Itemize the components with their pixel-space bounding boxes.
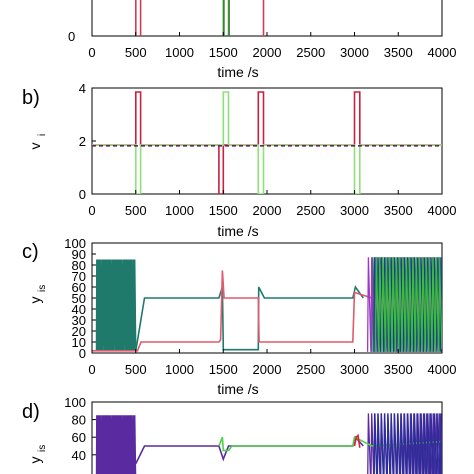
panel-c-ylabel: y is	[27, 285, 48, 304]
series-oscillation	[95, 415, 137, 474]
xtick-label: 1500	[209, 45, 238, 60]
panel-c-label: c)	[22, 241, 39, 263]
xtick-label: 3500	[384, 45, 413, 60]
panel-b-ylabel-sub: i	[37, 134, 48, 136]
series-oscillation	[95, 259, 137, 351]
xtick-label: 2500	[296, 203, 325, 218]
series-line	[92, 91, 442, 194]
xtick-label: 1500	[209, 362, 238, 377]
ytick-label: 70	[72, 269, 86, 284]
xtick-label: 2500	[296, 45, 325, 60]
panel-a-xlabel: time /s	[217, 64, 258, 80]
ytick-label: 10	[72, 335, 86, 350]
series-line	[135, 0, 142, 36]
ytick-label: 0	[79, 346, 86, 361]
xtick-label: 2000	[253, 362, 282, 377]
ytick-label: 60	[72, 430, 86, 445]
panel-b-xlabel: time /s	[217, 223, 258, 239]
xtick-label: 1000	[165, 203, 194, 218]
xtick-label: 0	[88, 203, 95, 218]
panel-a-frame	[91, 0, 443, 37]
ytick-label: 80	[72, 258, 86, 273]
ytick-label: 40	[72, 448, 86, 463]
panel-a: 0 500 1000 1500 2000 2500 3000 3500 4000 0 time …	[68, 0, 456, 80]
ytick-label: 0	[79, 187, 86, 202]
series-oscillation	[373, 413, 442, 474]
panel-c-xlabel: time /s	[217, 381, 258, 397]
ytick-label: 60	[72, 280, 86, 295]
panel-c: c) 0 500 1000 1500 2000 2500 3000 3500 4000 0102…	[22, 236, 456, 397]
xtick-label: 4000	[428, 362, 457, 377]
panel-d-ylabel: y is	[27, 445, 48, 464]
xtick-label: 500	[125, 45, 147, 60]
panel-b-label: b)	[22, 87, 40, 109]
xtick-label: 1500	[209, 203, 238, 218]
xtick-label: 4000	[428, 45, 457, 60]
xtick-label: 500	[125, 203, 147, 218]
xtick-label: 1000	[165, 45, 194, 60]
ytick-label: 100	[64, 236, 86, 251]
series-line	[223, 0, 230, 36]
panel-c-xticks: 0 500 1000 1500 2000 2500 3000 3500 4000	[88, 349, 456, 377]
panel-b-xticks: 0 500 1000 1500 2000 2500 3000 3500 4000	[88, 190, 456, 218]
ytick-label: 90	[72, 247, 86, 262]
ytick-label: 30	[72, 313, 86, 328]
ytick-label: 40	[72, 302, 86, 317]
ytick-label: 4	[79, 81, 86, 96]
panel-d-ylabel-main: y	[27, 457, 43, 464]
panel-b-yticks: 0 2 4	[79, 81, 96, 202]
ytick-label: 80	[72, 413, 86, 428]
xtick-label: 1000	[165, 362, 194, 377]
xtick-label: 3000	[340, 45, 369, 60]
xtick-label: 0	[88, 45, 95, 60]
series-line	[135, 435, 364, 464]
panel-a-series	[135, 0, 265, 36]
panel-c-series	[92, 257, 442, 352]
panel-b-frame	[91, 87, 443, 195]
panel-d: d) 40 60 80 100 y is	[22, 395, 443, 474]
xtick-label: 2000	[253, 203, 282, 218]
xtick-label: 3000	[340, 362, 369, 377]
series-line	[353, 433, 361, 448]
panel-a-ytick-0: 0	[68, 29, 75, 44]
panel-b-series	[92, 91, 442, 194]
ytick-label: 20	[72, 324, 86, 339]
xtick-label: 3500	[384, 203, 413, 218]
series-line	[92, 91, 442, 194]
xtick-label: 500	[125, 362, 147, 377]
panel-b: b) 0 500 1000 1500 2000 2500 3000 3500 4000 024 …	[22, 81, 456, 239]
panel-d-yticks: 40 60 80 100	[64, 395, 96, 463]
panel-c-ylabel-sub: is	[37, 285, 48, 292]
panel-a-xticks: 0 500 1000 1500 2000 2500 3000 3500 4000	[88, 32, 456, 60]
ytick-label: 2	[79, 134, 86, 149]
xtick-label: 2500	[296, 362, 325, 377]
ytick-label: 100	[64, 395, 86, 410]
panel-b-ylabel: v i	[27, 134, 48, 150]
panel-d-ylabel-sub: is	[37, 445, 48, 452]
xtick-label: 0	[88, 362, 95, 377]
xtick-label: 4000	[428, 203, 457, 218]
series-line	[92, 270, 442, 352]
panel-d-label: d)	[22, 401, 40, 423]
panel-d-series	[95, 413, 442, 474]
xtick-label: 3500	[384, 362, 413, 377]
panel-c-ylabel-main: y	[27, 297, 43, 304]
series-oscillation	[373, 257, 442, 352]
panel-b-ylabel-main: v	[27, 143, 43, 150]
series-oscillation	[374, 257, 442, 352]
series-line	[218, 436, 442, 452]
xtick-label: 3000	[340, 203, 369, 218]
xtick-label: 2000	[253, 45, 282, 60]
ytick-label: 50	[72, 291, 86, 306]
